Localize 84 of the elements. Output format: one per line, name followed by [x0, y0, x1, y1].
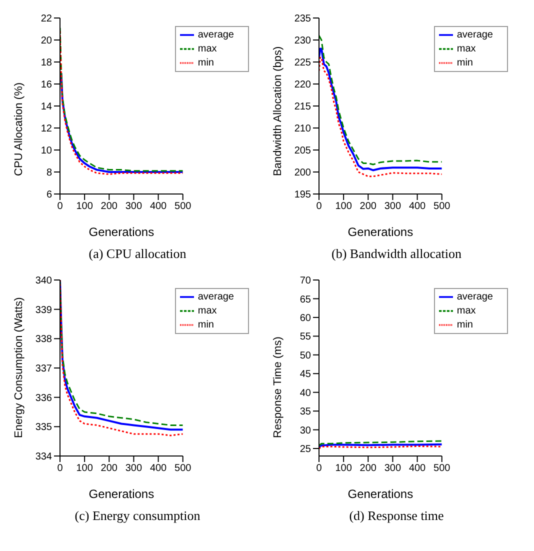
y-tick-label: 195 — [294, 190, 312, 201]
x-tick-label: 400 — [150, 201, 168, 212]
y-tick-label: 25 — [300, 444, 312, 456]
legend-label: average — [456, 292, 493, 303]
x-tick-label: 300 — [125, 201, 142, 212]
legend-label: max — [198, 306, 217, 317]
y-axis-title: Response Time (ms) — [272, 336, 284, 438]
legend-label: min — [198, 58, 214, 69]
y-tick-label: 337 — [35, 364, 52, 375]
x-tick-label: 500 — [174, 463, 192, 474]
x-tick-label: 200 — [360, 463, 377, 474]
text: (b) Bandwidth allocation — [330, 246, 462, 263]
legend-label: average — [198, 30, 234, 41]
y-tick-label: 205 — [294, 146, 312, 157]
x-tick-label: 0 — [316, 463, 322, 474]
x-tick-label: 400 — [408, 201, 426, 212]
x-tick-label: 100 — [76, 463, 94, 474]
y-tick-label: 60 — [300, 312, 312, 324]
y-axis-title: Energy Consumption (Watts) — [12, 297, 25, 438]
x-tick-label: 100 — [335, 463, 352, 474]
x-tick-label: 500 — [434, 463, 451, 474]
legend-label: min — [198, 320, 214, 331]
x-tick-label: 500 — [434, 201, 451, 212]
y-tick-label: 6 — [46, 190, 52, 201]
y-tick-label: 210 — [294, 124, 312, 135]
y-tick-label: 30 — [300, 425, 312, 436]
x-tick-label: 300 — [384, 463, 402, 474]
y-tick-label: 14 — [40, 102, 52, 113]
x-tick-label: 0 — [316, 201, 322, 212]
y-tick-label: 335 — [35, 422, 52, 434]
y-tick-label: 215 — [294, 102, 312, 113]
text: (a) CPU allocation — [88, 246, 188, 263]
y-tick-label: 35 — [300, 406, 312, 418]
y-tick-label: 55 — [300, 332, 312, 343]
y-tick-label: 336 — [35, 392, 52, 404]
y-axis-title: CPU Allocation (%) — [12, 82, 25, 176]
legend-label: max — [198, 44, 217, 55]
y-tick-label: 10 — [40, 146, 52, 157]
x-tick-label: 200 — [100, 201, 118, 212]
y-tick-label: 40 — [300, 388, 312, 399]
y-tick-label: 340 — [35, 276, 52, 287]
legend-label: average — [456, 30, 493, 41]
y-tick-label: 200 — [294, 168, 312, 179]
text: (d) Response time — [348, 508, 445, 525]
y-tick-label: 230 — [294, 36, 312, 47]
x-tick-label: 200 — [360, 201, 377, 212]
x-tick-label: 0 — [57, 201, 64, 212]
y-tick-label: 18 — [40, 58, 52, 69]
x-axis-title: Generations — [88, 487, 154, 501]
line-series — [60, 72, 183, 173]
y-tick-label: 50 — [300, 350, 312, 362]
y-tick-label: 8 — [46, 168, 52, 179]
x-tick-label: 100 — [335, 201, 352, 212]
x-tick-label: 400 — [150, 463, 168, 474]
legend-label: average — [198, 292, 234, 303]
legend-label: max — [456, 306, 476, 317]
y-tick-label: 20 — [40, 36, 52, 47]
x-tick-label: 300 — [125, 463, 142, 474]
x-tick-label: 300 — [384, 201, 402, 212]
y-tick-label: 16 — [40, 80, 52, 91]
x-tick-label: 500 — [174, 201, 192, 212]
x-tick-label: 400 — [408, 463, 426, 474]
y-tick-label: 225 — [294, 58, 312, 69]
x-tick-label: 200 — [100, 463, 118, 474]
y-tick-label: 338 — [35, 334, 52, 346]
x-axis-title: Generations — [348, 225, 414, 239]
y-tick-label: 65 — [300, 294, 312, 306]
y-tick-label: 22 — [40, 14, 52, 25]
y-tick-label: 70 — [300, 276, 312, 287]
x-axis-title: Generations — [88, 225, 154, 239]
y-tick-label: 235 — [294, 14, 312, 25]
y-tick-label: 339 — [35, 304, 52, 316]
legend-label: max — [456, 44, 476, 55]
x-tick-label: 100 — [76, 201, 94, 212]
legend-label: min — [456, 320, 473, 331]
x-axis-title: Generations — [348, 487, 414, 501]
y-tick-label: 220 — [294, 80, 312, 91]
y-axis-title: Bandwidth Allocation (bps) — [272, 46, 284, 176]
legend-label: min — [456, 58, 473, 69]
y-tick-label: 334 — [35, 452, 52, 463]
y-tick-label: 12 — [40, 124, 52, 135]
x-tick-label: 0 — [57, 463, 64, 474]
y-tick-label: 45 — [300, 369, 312, 380]
text: (c) Energy consumption — [74, 508, 202, 525]
